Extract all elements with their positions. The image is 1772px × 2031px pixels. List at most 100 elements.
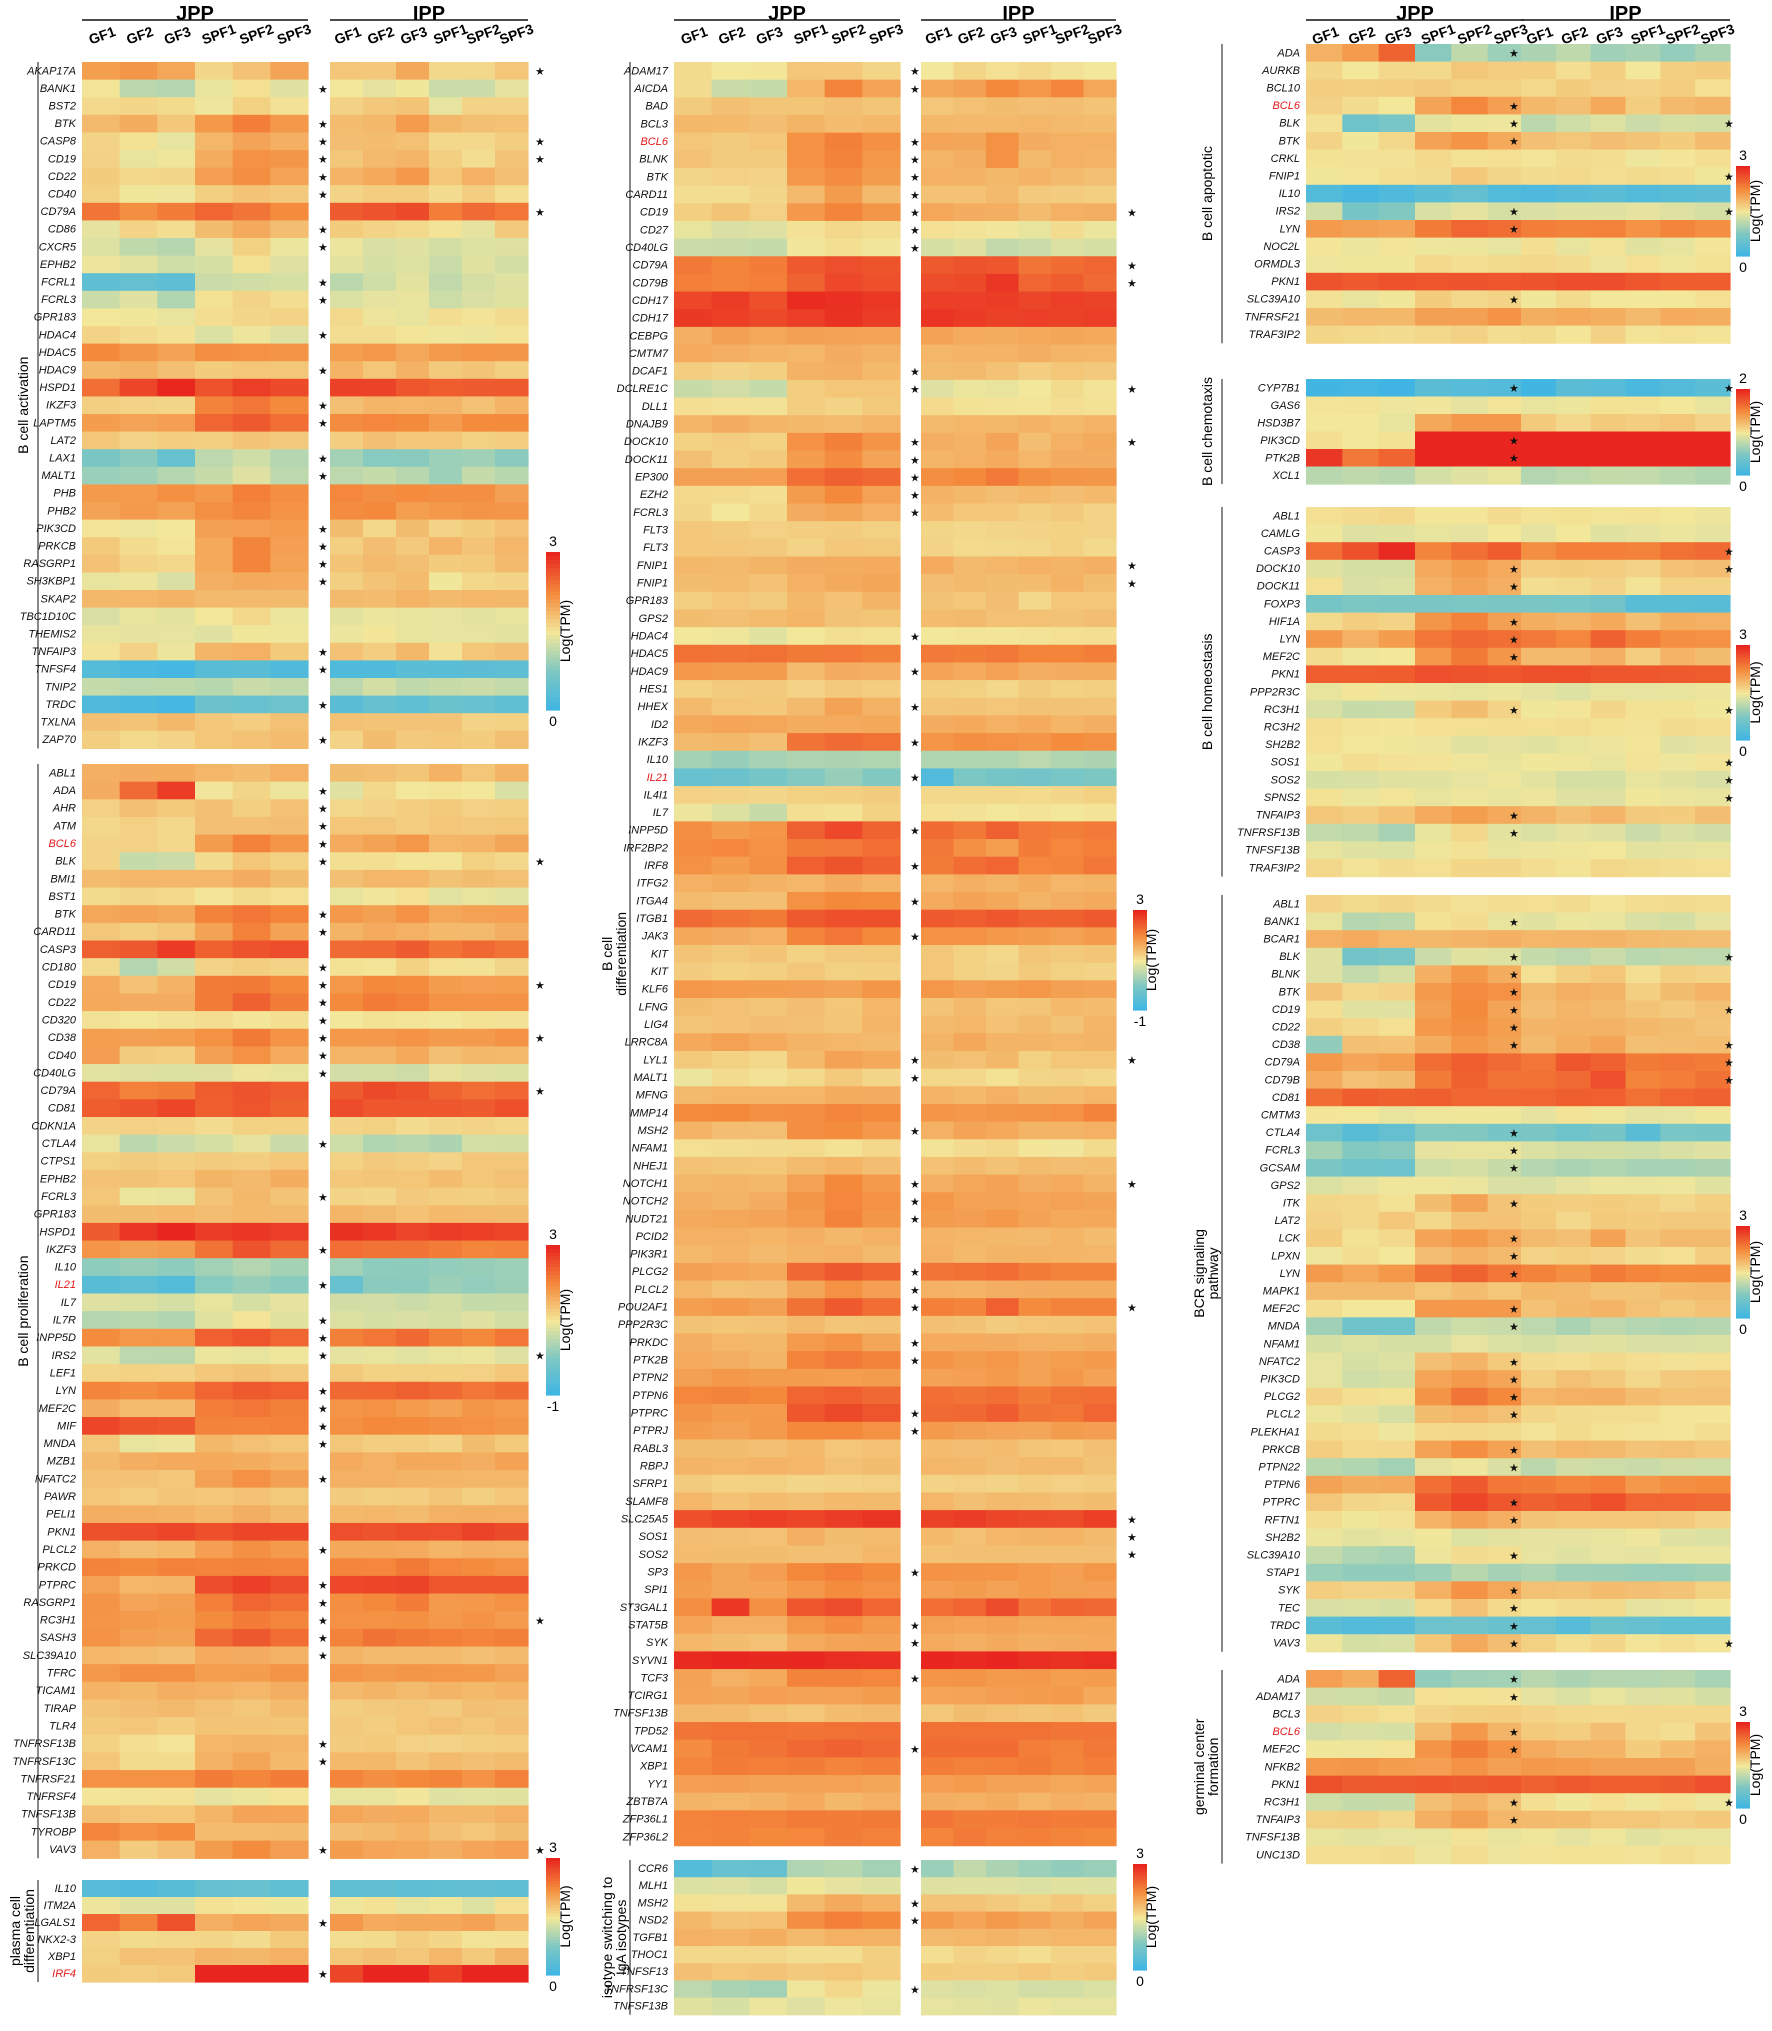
heatmap-cell (429, 1734, 463, 1753)
heatmap-cell (429, 502, 463, 521)
heatmap-cell (1018, 1739, 1052, 1758)
heatmap-cell (1051, 1156, 1085, 1176)
heatmap-cell (824, 150, 863, 169)
heatmap-cell (1415, 1335, 1452, 1354)
heatmap-cell (1083, 821, 1117, 840)
heatmap-cell (986, 1068, 1020, 1087)
heatmap-cell (921, 786, 955, 805)
heatmap-cell (232, 1399, 271, 1418)
heatmap-cell (1695, 449, 1731, 468)
heatmap-cell (396, 1275, 430, 1295)
colorbar-segment (1133, 1882, 1147, 1886)
heatmap-cell (330, 255, 364, 274)
gene-label: ITK (1283, 1198, 1301, 1210)
heatmap-cell (1487, 753, 1525, 772)
heatmap-cell (1378, 272, 1416, 291)
heatmap-cell (330, 238, 364, 257)
colorbar-segment (1133, 940, 1147, 944)
heatmap-cell (330, 1169, 364, 1189)
heatmap-cell (1521, 44, 1557, 63)
heatmap-cell (1521, 1828, 1557, 1847)
colorbar-title: Log(TPM) (1143, 1886, 1159, 1948)
heatmap-cell (1415, 965, 1452, 984)
heatmap-cell (674, 79, 713, 98)
heatmap-cell (749, 1068, 788, 1087)
heatmap-cell (1415, 859, 1452, 878)
colorbar-segment (546, 619, 560, 624)
heatmap-cell (1342, 1493, 1380, 1512)
gene-label: CD19 (48, 153, 76, 165)
heatmap-cell (396, 1434, 430, 1453)
heatmap-cell (953, 309, 987, 328)
heatmap-cell (157, 132, 196, 151)
heatmap-cell (1083, 1651, 1117, 1670)
heatmap-cell (195, 1417, 234, 1436)
colorbar-segment (1133, 990, 1147, 994)
heatmap-cell (1555, 1581, 1592, 1600)
heatmap-cell (157, 1522, 196, 1542)
colorbar-segment (1133, 925, 1147, 929)
heatmap-cell (862, 1068, 901, 1087)
heatmap-cell (232, 167, 271, 186)
heatmap-cell (986, 1298, 1020, 1317)
colorbar-segment (1133, 967, 1147, 971)
heatmap-cell (1415, 577, 1452, 596)
heatmap-cell (1487, 237, 1525, 256)
heatmap-cell (953, 591, 987, 611)
heatmap-cell (824, 344, 863, 363)
heatmap-cell (862, 468, 901, 487)
heatmap-cell (1306, 1581, 1343, 1600)
heatmap-cell (195, 816, 234, 836)
heatmap-cell (270, 1187, 309, 1206)
heatmap-cell (1083, 1156, 1117, 1176)
heatmap-cell (495, 816, 529, 836)
heatmap-cell (1378, 859, 1416, 878)
heatmap-cell (82, 590, 121, 609)
heatmap-cell (82, 1258, 121, 1277)
heatmap-cell (1018, 1775, 1052, 1794)
heatmap-cell (462, 1364, 496, 1383)
colorbar-segment (546, 1960, 560, 1964)
heatmap-cell (1051, 238, 1085, 257)
heatmap-cell (1521, 1335, 1557, 1354)
heatmap-cell (787, 538, 826, 558)
significance-star: ★ (910, 137, 920, 149)
significance-star: ★ (1509, 453, 1519, 465)
heatmap-cell (1625, 184, 1661, 203)
heatmap-cell (82, 730, 121, 749)
heatmap-cell (674, 1492, 713, 1511)
heatmap-cell (953, 1050, 987, 1070)
heatmap-cell (1487, 149, 1525, 168)
heatmap-cell (1342, 1000, 1380, 1019)
heatmap-cell (986, 97, 1020, 116)
heatmap-cell (1051, 962, 1085, 981)
heatmap-cell (495, 1880, 529, 1898)
heatmap-cell (953, 1980, 987, 1999)
colorbar-segment (1736, 1262, 1750, 1266)
colorbar-segment (546, 1320, 560, 1325)
heatmap-cell (495, 62, 529, 81)
heatmap-cell (429, 1293, 463, 1312)
heatmap-cell (1415, 1000, 1452, 1019)
heatmap-cell (1378, 237, 1416, 256)
heatmap-cell (787, 167, 826, 187)
heatmap-cell (82, 922, 121, 942)
colorbar-segment (546, 1327, 560, 1332)
heatmap-cell (1521, 823, 1557, 842)
heatmap-cell (749, 1775, 788, 1794)
heatmap-cell (1521, 806, 1557, 825)
heatmap-cell (1051, 609, 1085, 628)
colorbar-segment (1133, 1919, 1147, 1923)
panel-title: plasma cell (7, 1896, 23, 1966)
colorbar-segment (1736, 459, 1750, 463)
heatmap-cell (674, 273, 713, 293)
heatmap-cell (119, 922, 158, 942)
colorbar-min-label: 0 (1136, 1973, 1144, 1989)
heatmap-cell (1018, 273, 1052, 293)
heatmap-cell (749, 485, 788, 505)
heatmap-cell (749, 450, 788, 469)
heatmap-cell (270, 1222, 309, 1242)
heatmap-cell (787, 309, 826, 328)
heatmap-cell (1521, 1846, 1557, 1865)
